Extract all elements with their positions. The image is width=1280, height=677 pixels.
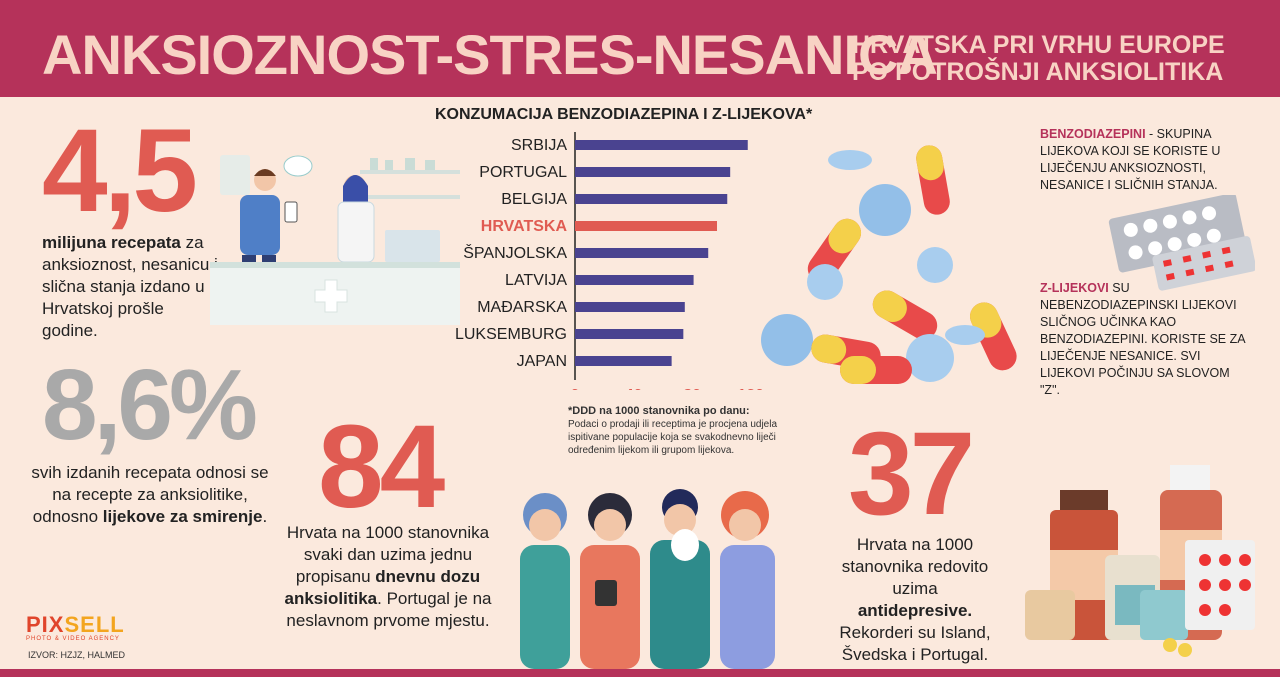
customer-figure bbox=[240, 195, 280, 255]
definition-benzodiazepini: BENZODIAZEPINI - SKUPINA LIJEKOVA KOJI S… bbox=[1040, 126, 1260, 194]
shelf-box bbox=[220, 155, 250, 195]
computer-screen bbox=[385, 230, 440, 262]
header-banner bbox=[0, 0, 1280, 97]
stat-84-bold: dnevnu dozu anksiolitika bbox=[284, 567, 481, 608]
person-3 bbox=[650, 540, 710, 669]
stat-4-5-number: 4,5 bbox=[42, 105, 198, 237]
chart-bar bbox=[575, 275, 694, 285]
footnote-head: *DDD na 1000 stanovnika po danu: bbox=[568, 405, 750, 417]
chart-category-label: JAPAN bbox=[517, 353, 567, 370]
page-subtitle: HRVATSKA PRI VRHU EUROPE PO POTROŠNJI AN… bbox=[852, 32, 1225, 86]
pill-tablet bbox=[828, 150, 872, 170]
medicine-bottles-illustration bbox=[1025, 465, 1255, 657]
chart-title: KONZUMACIJA BENZODIAZEPINA I Z-LIJEKOVA* bbox=[435, 106, 813, 123]
stat-84-text: Hrvata na 1000 stanovnika svaki dan uzim… bbox=[283, 522, 493, 632]
chart-footnote: *DDD na 1000 stanovnika po danu: Podaci … bbox=[568, 405, 808, 457]
stat-8-6-bold: lijekove za smirenje bbox=[102, 507, 263, 526]
chart-bar bbox=[575, 248, 709, 258]
chart-category-label: BELGIJA bbox=[501, 191, 567, 208]
stat-84-body-1: Hrvata na 1000 stanovnika svaki dan uzim… bbox=[286, 523, 490, 586]
definition-z-lijekovi: Z-LIJEKOVI SU NEBENZODIAZEPINSKI LIJEKOV… bbox=[1040, 280, 1250, 399]
anxious-people-illustration bbox=[520, 489, 775, 669]
logo-tagline: PHOTO & VIDEO AGENCY bbox=[26, 636, 120, 642]
stat-37-body-1: Hrvata na 1000 stanovnika redovito uzima bbox=[841, 535, 989, 598]
stat-8-6-number: 8,6% bbox=[42, 349, 258, 461]
subtitle-line-1: HRVATSKA PRI VRHU EUROPE bbox=[852, 31, 1225, 59]
blister-pack-illustration bbox=[1108, 195, 1255, 291]
chart-bar bbox=[575, 329, 684, 339]
footnote-body: Podaci o prodaji ili receptima je procje… bbox=[568, 419, 778, 456]
person-2 bbox=[580, 545, 640, 669]
logo-part-1: PIX bbox=[26, 612, 65, 637]
stat-37-text: Hrvata na 1000 stanovnika redovito uzima… bbox=[835, 534, 995, 666]
blister-pack-red bbox=[1152, 236, 1255, 291]
pharmacist-figure bbox=[337, 201, 375, 263]
chart-bar bbox=[575, 356, 672, 366]
bottom-strip bbox=[0, 669, 1280, 677]
chart-tick-label: 120 bbox=[737, 387, 764, 390]
definition-z-keyword: Z-LIJEKOVI bbox=[1040, 281, 1109, 295]
definition-z-text: SU NEBENZODIAZEPINSKI LIJEKOVI SLIČNOG U… bbox=[1040, 281, 1245, 397]
chart-tick-label: 40 bbox=[625, 387, 643, 390]
stat-37-body-2: Rekorderi su Island, Švedska i Portugal. bbox=[839, 623, 991, 664]
source-note: IZVOR: HZJZ, HALMED bbox=[28, 650, 126, 660]
chart-category-label: LUKSEMBURG bbox=[455, 326, 567, 343]
logo-wordmark: PIXSELL bbox=[26, 612, 125, 638]
logo-part-2: SELL bbox=[64, 612, 125, 637]
person-4 bbox=[720, 545, 775, 669]
chart-bar bbox=[575, 194, 728, 204]
pixsell-logo: PIXSELL PHOTO & VIDEO AGENCY bbox=[26, 612, 125, 642]
stat-8-6-end: . bbox=[262, 507, 268, 526]
chart-category-label: PORTUGAL bbox=[479, 164, 567, 181]
chart-category-label: LATVIJA bbox=[505, 272, 567, 289]
pills-illustration bbox=[761, 145, 1017, 384]
stat-37-number: 37 bbox=[848, 408, 975, 540]
stat-37-bold: antidepresive. bbox=[857, 601, 973, 620]
chart-bar bbox=[575, 221, 718, 231]
chart-category-label: MAĐARSKA bbox=[477, 299, 567, 316]
stat-84-body-2: . Portugal je na neslavnom prvome mjestu… bbox=[286, 589, 492, 630]
chart-bar bbox=[575, 140, 748, 150]
stat-4-5-bold: milijuna recepata bbox=[42, 233, 181, 252]
chart-category-label: ŠPANJOLSKA bbox=[463, 243, 567, 262]
subtitle-line-2: PO POTROŠNJI ANKSIOLITIKA bbox=[852, 58, 1224, 86]
chart-bar bbox=[575, 167, 731, 177]
chart-category-label: SRBIJA bbox=[511, 137, 567, 154]
chart-category-label: HRVATSKA bbox=[481, 218, 568, 235]
chart-tick-label: 0 bbox=[571, 387, 580, 390]
page-title: ANKSIOZNOST-STRES-NESANICA bbox=[42, 23, 938, 86]
definition-benzo-keyword: BENZODIAZEPINI bbox=[1040, 127, 1146, 141]
speech-bubble bbox=[283, 155, 313, 177]
stat-4-5-body: za anksioznost, nesanicu i slična stanja… bbox=[42, 233, 218, 340]
stat-8-6-text: svih izdanih recepata odnosi se na recep… bbox=[30, 462, 270, 528]
definition-benzo-text: - SKUPINA LIJEKOVA KOJI SE KORISTE U LIJ… bbox=[1040, 127, 1221, 192]
chart-tick-label: 80 bbox=[683, 387, 701, 390]
stat-4-5-text: milijuna recepata za anksioznost, nesani… bbox=[42, 232, 222, 342]
stat-8-6-body: svih izdanih recepata odnosi se na recep… bbox=[31, 463, 269, 526]
benzodiazepine-bar-chart: SRBIJA PORTUGAL BELGIJA HRVATSKA ŠPANJOLSKA L… bbox=[455, 132, 764, 390]
person-1 bbox=[520, 545, 570, 669]
pharmacy-illustration bbox=[210, 155, 460, 325]
stat-84-number: 84 bbox=[318, 401, 445, 533]
chart-bar bbox=[575, 302, 685, 312]
cross-icon bbox=[314, 279, 348, 313]
pill-round bbox=[859, 184, 911, 236]
